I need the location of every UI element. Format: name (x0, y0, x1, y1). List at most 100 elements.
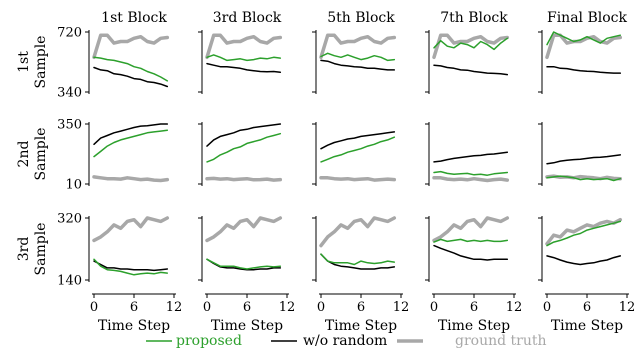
series-line-proposed (93, 56, 169, 82)
panel: 720 340 (57, 26, 170, 101)
series-line-ground-truth (545, 174, 623, 181)
x-axis-label: Time Step (551, 318, 623, 334)
series-line-wo-random (320, 131, 396, 150)
series-line-wo-random (93, 123, 169, 146)
series-line-ground-truth (205, 33, 283, 60)
series-line-ground-truth (319, 176, 397, 182)
series-line-proposed (93, 258, 169, 276)
legend-item: w/o random (271, 333, 387, 349)
column-title: 7th Block (440, 10, 508, 26)
series-line-ground-truth (92, 33, 170, 60)
y-tick-label: 140 (57, 274, 82, 289)
series-line-wo-random (93, 66, 169, 88)
row-label-sample: Sample (33, 128, 49, 181)
series-line-proposed (320, 253, 396, 266)
x-axis-label: Time Step (211, 318, 283, 334)
legend: proposed w/o random ground truth (146, 333, 547, 349)
series-line-proposed (206, 54, 282, 62)
row-label-sample: Sample (33, 223, 49, 276)
legend-label: w/o random (303, 333, 387, 349)
row-label-sample: Sample (33, 36, 49, 89)
series-line-wo-random (433, 151, 509, 163)
x-tick-label: 0 (90, 300, 98, 315)
series-line-wo-random (433, 64, 509, 76)
series-line-proposed (433, 37, 509, 51)
series-line-proposed (546, 220, 622, 247)
x-tick-label: 12 (619, 300, 636, 315)
series-line-ground-truth (432, 176, 510, 183)
x-tick-label: 6 (243, 300, 251, 315)
series-line-wo-random (546, 65, 622, 74)
x-tick-label: 0 (317, 300, 325, 315)
series-line-wo-random (206, 123, 282, 147)
x-tick-label: 12 (506, 300, 523, 315)
panel: 0 6 12 Time Step (425, 216, 522, 334)
series-line-ground-truth (545, 217, 623, 246)
x-tick-label: 12 (166, 300, 183, 315)
series-line-wo-random (93, 260, 169, 272)
series-line-wo-random (433, 244, 509, 261)
column-titles: 1st Block 3rd Block 5th Block 7th Block Fina… (101, 10, 627, 26)
series-line-wo-random (546, 154, 622, 165)
series-line-ground-truth (92, 175, 170, 183)
row-label: 2nd Sample (16, 128, 49, 181)
series-line-proposed (546, 175, 622, 182)
panel (425, 122, 510, 186)
panel (312, 30, 397, 94)
y-tick-label: 350 (57, 118, 82, 133)
legend-label: proposed (176, 333, 242, 349)
x-axis-label: Time Step (98, 318, 170, 334)
row-label: 3rd Sample (16, 223, 49, 276)
x-tick-label: 6 (470, 300, 478, 315)
panel (538, 30, 623, 94)
y-tick-label: 10 (65, 178, 82, 193)
panel: 0 6 12 Time Step (312, 216, 409, 334)
panel (312, 122, 397, 186)
series-line-wo-random (206, 62, 282, 74)
x-axis-label: Time Step (438, 318, 510, 334)
x-axis-label: Time Step (325, 318, 397, 334)
series-line-proposed (320, 52, 396, 62)
y-tick-label: 340 (57, 86, 82, 101)
series-line-wo-random (546, 255, 622, 266)
series-line-ground-truth (319, 216, 397, 248)
series-line-proposed (433, 170, 509, 176)
series-line-proposed (320, 136, 396, 163)
series-line-ground-truth (432, 216, 510, 243)
panel: 320 140 0 6 12 Time Step (57, 212, 182, 335)
row-label: 1st Sample (16, 36, 49, 89)
legend-item: ground truth (397, 333, 547, 349)
series-line-proposed (546, 31, 622, 46)
series-line-proposed (206, 258, 282, 270)
series-line-wo-random (320, 253, 396, 270)
series-line-ground-truth (205, 176, 283, 182)
series-line-ground-truth (92, 216, 170, 243)
x-tick-label: 6 (130, 300, 138, 315)
panel: 0 6 12 Time Step (538, 216, 635, 334)
panel: 350 10 (57, 118, 170, 193)
series-line-ground-truth (432, 33, 510, 60)
y-tick-label: 720 (57, 26, 82, 41)
x-tick-label: 0 (203, 300, 211, 315)
series-line-proposed (206, 132, 282, 163)
series-line-ground-truth (205, 216, 283, 243)
series-line-wo-random (320, 59, 396, 71)
series-line-proposed (93, 129, 169, 158)
column-title: 3rd Block (213, 10, 282, 26)
panel (198, 30, 283, 94)
x-tick-label: 6 (583, 300, 591, 315)
x-tick-label: 0 (430, 300, 438, 315)
row-label-ordinal: 3rd (16, 237, 32, 262)
x-tick-label: 12 (279, 300, 296, 315)
legend-label: ground truth (455, 333, 547, 349)
x-tick-label: 0 (543, 300, 551, 315)
row-label-ordinal: 1st (16, 51, 32, 73)
column-title: 5th Block (327, 10, 395, 26)
x-tick-label: 12 (393, 300, 410, 315)
panel (425, 30, 510, 94)
y-tick-label: 320 (57, 212, 82, 227)
panel (198, 122, 283, 186)
